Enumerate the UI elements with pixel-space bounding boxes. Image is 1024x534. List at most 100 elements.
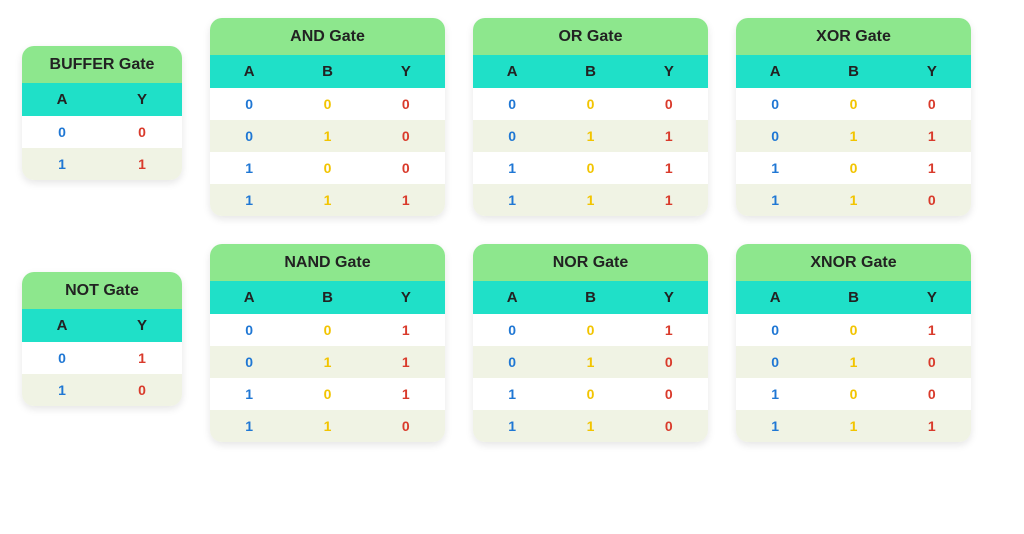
- cell-A: 0: [473, 346, 551, 378]
- column-header-B: B: [814, 55, 892, 88]
- table-row: 100: [473, 378, 708, 410]
- cell-A: 1: [473, 152, 551, 184]
- cell-B: 1: [288, 410, 366, 442]
- cell-Y: 1: [893, 152, 971, 184]
- cell-A: 0: [473, 314, 551, 346]
- column-header-Y: Y: [102, 83, 182, 116]
- table-row: 011: [473, 120, 708, 152]
- cell-A: 1: [22, 374, 102, 406]
- cell-B: 1: [288, 346, 366, 378]
- table-row: 100: [736, 378, 971, 410]
- cell-Y: 1: [893, 410, 971, 442]
- cell-B: 0: [551, 314, 629, 346]
- cell-B: 0: [814, 314, 892, 346]
- table-row: 001: [736, 314, 971, 346]
- table-header: ABY: [736, 281, 971, 314]
- column-header-Y: Y: [630, 55, 708, 88]
- table-header: ABY: [473, 281, 708, 314]
- column-header-A: A: [210, 281, 288, 314]
- cell-A: 1: [736, 152, 814, 184]
- cell-B: 1: [551, 346, 629, 378]
- column-header-Y: Y: [893, 55, 971, 88]
- cell-Y: 1: [367, 378, 445, 410]
- cell-Y: 0: [630, 378, 708, 410]
- cell-B: 0: [288, 314, 366, 346]
- column-header-Y: Y: [630, 281, 708, 314]
- cell-B: 0: [814, 152, 892, 184]
- cell-A: 0: [736, 314, 814, 346]
- cell-Y: 0: [893, 378, 971, 410]
- cell-A: 0: [22, 116, 102, 148]
- table-row: 111: [210, 184, 445, 216]
- table-title: BUFFER Gate: [22, 46, 182, 83]
- column-header-Y: Y: [367, 55, 445, 88]
- cell-A: 1: [210, 410, 288, 442]
- cell-Y: 0: [367, 120, 445, 152]
- cell-A: 1: [473, 184, 551, 216]
- table-row: 000: [473, 88, 708, 120]
- column-header-B: B: [288, 55, 366, 88]
- cell-Y: 0: [630, 346, 708, 378]
- cell-A: 1: [736, 378, 814, 410]
- column-header-Y: Y: [367, 281, 445, 314]
- table-row: 110: [736, 184, 971, 216]
- cell-B: 0: [814, 378, 892, 410]
- cell-Y: 1: [630, 314, 708, 346]
- column-header-B: B: [551, 281, 629, 314]
- cell-Y: 1: [367, 314, 445, 346]
- table-title: XNOR Gate: [736, 244, 971, 281]
- table-row: 010: [473, 346, 708, 378]
- cell-A: 0: [210, 346, 288, 378]
- cell-Y: 1: [630, 152, 708, 184]
- table-row: 000: [736, 88, 971, 120]
- cell-A: 1: [210, 184, 288, 216]
- table-header: ABY: [210, 281, 445, 314]
- cell-A: 0: [473, 88, 551, 120]
- cell-Y: 1: [367, 346, 445, 378]
- cell-A: 0: [210, 314, 288, 346]
- cell-Y: 0: [630, 410, 708, 442]
- column-header-A: A: [22, 309, 102, 342]
- table-header: AY: [22, 309, 182, 342]
- table-row: 10: [22, 374, 182, 406]
- cell-B: 0: [551, 378, 629, 410]
- table-header: ABY: [473, 55, 708, 88]
- gate-tables-container: BUFFER GateAY0011AND GateABY000010100111…: [22, 18, 1002, 442]
- table-row: 001: [210, 314, 445, 346]
- cell-A: 1: [736, 184, 814, 216]
- cell-B: 0: [814, 88, 892, 120]
- table-title: AND Gate: [210, 18, 445, 55]
- table-row: 011: [736, 120, 971, 152]
- table-title: NOT Gate: [22, 272, 182, 309]
- xnor-gate-table: XNOR GateABY001010100111: [736, 244, 971, 442]
- cell-A: 0: [473, 120, 551, 152]
- cell-A: 0: [736, 346, 814, 378]
- table-title: XOR Gate: [736, 18, 971, 55]
- table-title: NOR Gate: [473, 244, 708, 281]
- cell-A: 0: [736, 120, 814, 152]
- cell-A: 1: [22, 148, 102, 180]
- column-header-A: A: [736, 281, 814, 314]
- cell-A: 0: [210, 120, 288, 152]
- nand-gate-table: NAND GateABY001011101110: [210, 244, 445, 442]
- column-header-A: A: [22, 83, 102, 116]
- bottom-row: NOT GateAY0110NAND GateABY001011101110NO…: [22, 244, 1002, 442]
- column-header-A: A: [473, 55, 551, 88]
- table-row: 000: [210, 88, 445, 120]
- cell-B: 1: [288, 120, 366, 152]
- cell-Y: 0: [893, 184, 971, 216]
- xor-gate-table: XOR GateABY000011101110: [736, 18, 971, 216]
- cell-B: 0: [288, 378, 366, 410]
- table-title: OR Gate: [473, 18, 708, 55]
- column-header-A: A: [736, 55, 814, 88]
- cell-A: 1: [473, 410, 551, 442]
- table-row: 11: [22, 148, 182, 180]
- table-header: AY: [22, 83, 182, 116]
- cell-Y: 1: [367, 184, 445, 216]
- column-header-B: B: [288, 281, 366, 314]
- column-header-Y: Y: [893, 281, 971, 314]
- cell-Y: 0: [367, 410, 445, 442]
- table-row: 101: [473, 152, 708, 184]
- nor-gate-table: NOR GateABY001010100110: [473, 244, 708, 442]
- column-header-A: A: [210, 55, 288, 88]
